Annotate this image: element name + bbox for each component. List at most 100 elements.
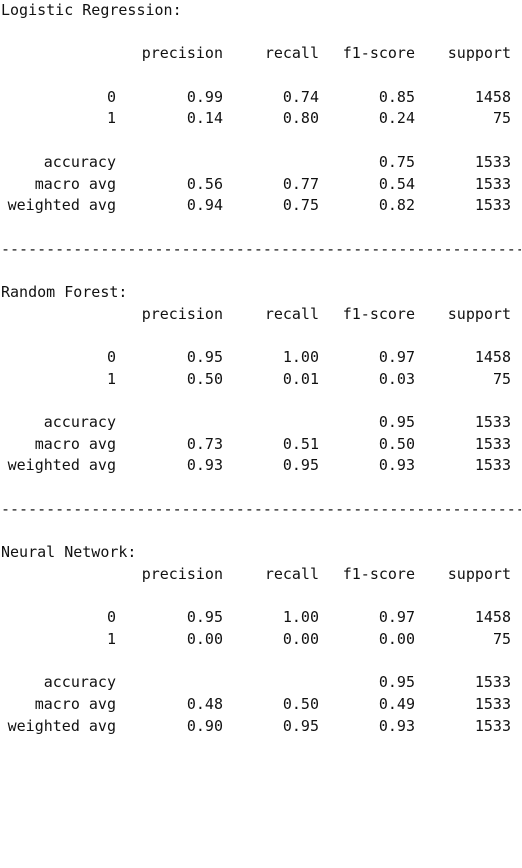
f1-value: 0.95 (378, 413, 415, 432)
class-row: 1 0.50 0.01 0.03 75 (1, 369, 521, 391)
precision-value: 0.50 (186, 369, 223, 388)
blank-line (1, 22, 521, 44)
blank-line (1, 65, 521, 87)
recall-value: 0.74 (282, 87, 319, 106)
blank-line (1, 325, 521, 347)
blank-line (1, 390, 521, 412)
accuracy-label: accuracy (43, 152, 116, 171)
f1-value: 0.93 (378, 456, 415, 475)
header-row: precision recall f1-score support (1, 564, 521, 586)
blank-line (1, 586, 521, 608)
header-f1-score: f1-score (342, 564, 415, 583)
support-value: 75 (492, 629, 511, 648)
blank-line (1, 521, 521, 543)
weighted-avg-row: weighted avg 0.94 0.75 0.82 1533 (1, 195, 521, 217)
weighted-avg-row: weighted avg 0.90 0.95 0.93 1533 (1, 716, 521, 738)
report-title-line: Random Forest: (1, 282, 521, 304)
report-title-line: Neural Network: (1, 542, 521, 564)
header-support: support (447, 564, 511, 583)
f1-value: 0.00 (378, 629, 415, 648)
precision-value: 0.90 (186, 716, 223, 735)
f1-value: 0.75 (378, 152, 415, 171)
macro-avg-row: macro avg 0.56 0.77 0.54 1533 (1, 174, 521, 196)
accuracy-row: accuracy 0.95 1533 (1, 672, 521, 694)
precision-value: 0.95 (186, 348, 223, 366)
report-title-line: Logistic Regression: (1, 0, 521, 22)
class-label: 0 (106, 87, 116, 106)
separator-line: ----------------------------------------… (1, 499, 521, 521)
f1-value: 0.97 (378, 348, 415, 366)
f1-value: 0.95 (378, 673, 415, 692)
support-value: 1533 (474, 456, 511, 475)
support-value: 1533 (474, 196, 511, 215)
f1-value: 0.24 (378, 109, 415, 128)
macro-avg-label: macro avg (34, 434, 116, 453)
weighted-avg-label: weighted avg (7, 716, 116, 735)
report-title: Random Forest: (1, 282, 128, 301)
class-row: 1 0.00 0.00 0.00 75 (1, 629, 521, 651)
separator-line: ----------------------------------------… (1, 239, 521, 261)
class-label: 1 (106, 629, 116, 648)
class-row: 0 0.95 1.00 0.97 1458 (1, 347, 521, 369)
precision-value: 0.94 (186, 196, 223, 215)
precision-value: 0.14 (186, 109, 223, 128)
recall-value: 0.77 (282, 174, 319, 193)
recall-value: 1.00 (282, 348, 319, 366)
support-value: 1533 (474, 434, 511, 453)
report-title: Neural Network: (1, 543, 137, 562)
weighted-avg-label: weighted avg (7, 196, 116, 215)
macro-avg-row: macro avg 0.73 0.51 0.50 1533 (1, 434, 521, 456)
recall-value: 0.01 (282, 369, 319, 388)
precision-value: 0.99 (186, 87, 223, 106)
recall-value: 0.80 (282, 109, 319, 128)
accuracy-row: accuracy 0.95 1533 (1, 412, 521, 434)
support-value: 75 (492, 369, 511, 388)
header-row: precision recall f1-score support (1, 304, 521, 326)
header-precision: precision (141, 304, 223, 323)
precision-value: 0.73 (186, 434, 223, 453)
support-value: 1533 (474, 152, 511, 171)
f1-value: 0.93 (378, 716, 415, 735)
f1-value: 0.49 (378, 695, 415, 713)
recall-value: 0.00 (282, 629, 319, 648)
class-row: 1 0.14 0.80 0.24 75 (1, 108, 521, 130)
class-row: 0 0.99 0.74 0.85 1458 (1, 87, 521, 109)
support-value: 1458 (474, 348, 511, 366)
blank-line (1, 651, 521, 673)
header-recall: recall (264, 44, 319, 63)
class-label: 1 (106, 109, 116, 128)
precision-value: 0.95 (186, 608, 223, 627)
header-recall: recall (264, 564, 319, 583)
accuracy-label: accuracy (43, 413, 116, 432)
support-value: 1458 (474, 87, 511, 106)
recall-value: 1.00 (282, 608, 319, 627)
support-value: 1533 (474, 695, 511, 713)
recall-value: 0.75 (282, 196, 319, 215)
f1-value: 0.03 (378, 369, 415, 388)
recall-value: 0.51 (282, 434, 319, 453)
classification-report-output: Logistic Regression: precision recall f1… (1, 0, 521, 737)
support-value: 1533 (474, 174, 511, 193)
separator: ----------------------------------------… (1, 499, 521, 518)
weighted-avg-row: weighted avg 0.93 0.95 0.93 1533 (1, 455, 521, 477)
f1-value: 0.82 (378, 196, 415, 215)
recall-value: 0.95 (282, 716, 319, 735)
blank-line (1, 260, 521, 282)
report-title: Logistic Regression: (1, 1, 182, 19)
header-precision: precision (141, 44, 223, 63)
header-f1-score: f1-score (342, 304, 415, 323)
header-support: support (447, 304, 511, 323)
precision-value: 0.93 (186, 456, 223, 475)
f1-value: 0.85 (378, 87, 415, 106)
f1-value: 0.54 (378, 174, 415, 193)
support-value: 1533 (474, 413, 511, 432)
support-value: 75 (492, 109, 511, 128)
class-label: 0 (106, 608, 116, 627)
precision-value: 0.56 (186, 174, 223, 193)
class-label: 0 (106, 348, 116, 366)
macro-avg-row: macro avg 0.48 0.50 0.49 1533 (1, 694, 521, 716)
support-value: 1533 (474, 716, 511, 735)
class-row: 0 0.95 1.00 0.97 1458 (1, 607, 521, 629)
blank-line (1, 477, 521, 499)
macro-avg-label: macro avg (34, 695, 116, 713)
